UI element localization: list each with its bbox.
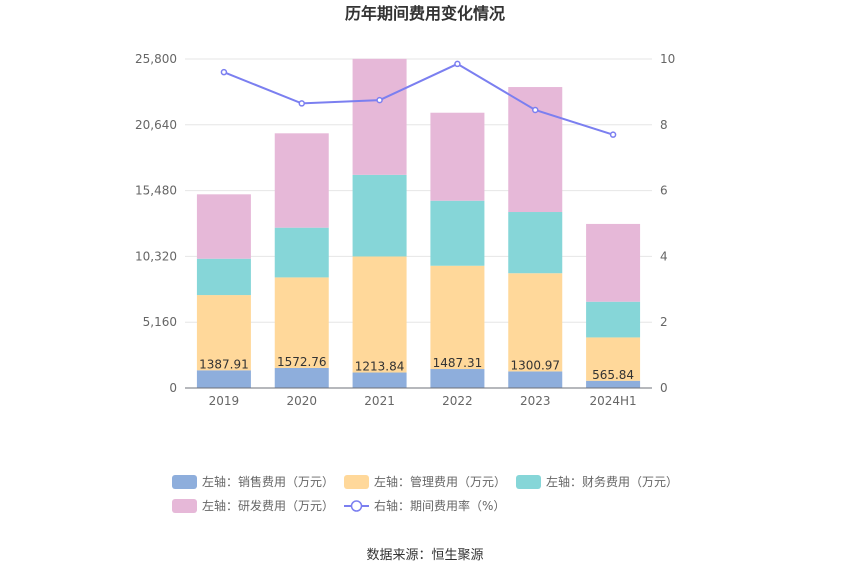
- rate-line-path: [223, 62, 614, 136]
- rate-line-point: [220, 68, 228, 76]
- right-axis-tick-label: 4: [660, 249, 668, 263]
- bar-segment-1: [196, 370, 251, 388]
- rate-line: [220, 60, 617, 138]
- bar-segment-3: [352, 174, 407, 257]
- right-axis-tick-label: 0: [660, 381, 668, 395]
- bar-segment-2: [352, 256, 407, 373]
- grid: [185, 58, 652, 323]
- bar-segment-2: [274, 277, 329, 368]
- bar-segment-1: [508, 371, 563, 388]
- right-axis-tick-label: 2: [660, 315, 668, 329]
- legend-swatch: [516, 475, 541, 489]
- left-axis-tick-label: 15,480: [135, 184, 177, 198]
- legend-swatch: [172, 499, 197, 513]
- x-axis-tick-label: 2020: [286, 394, 317, 408]
- bar-segment-3: [508, 212, 563, 274]
- sales-data-label: 1387.91: [199, 357, 249, 371]
- sales-data-label: 1300.97: [510, 358, 560, 372]
- left-axis-tick-label: 25,800: [135, 52, 177, 66]
- axes: 0 0 5,160 2 10,320 4 15,480 6 20,640 8 25,800 10 201…: [135, 52, 675, 408]
- bar-segment-1: [352, 372, 407, 388]
- bar-segment-2: [196, 295, 251, 371]
- chart-title: 历年期间费用变化情况: [345, 4, 505, 23]
- bar-segment-4: [196, 194, 251, 259]
- sales-data-label: 1487.31: [433, 356, 483, 370]
- legend-label: 左轴：财务费用（万元）: [546, 474, 678, 489]
- bar-segment-3: [586, 301, 641, 338]
- rate-line-point: [376, 96, 383, 104]
- bar-segment-3: [274, 227, 329, 278]
- legend-label: 左轴：销售费用（万元）: [202, 474, 334, 489]
- left-axis-tick-label: 10,320: [135, 249, 177, 263]
- legend-label: 左轴：管理费用（万元）: [374, 474, 506, 489]
- rate-line-point: [609, 131, 617, 138]
- bar-segment-3: [196, 258, 251, 296]
- sales-data-label: 565.84: [592, 368, 634, 382]
- x-axis-tick-label: 2024H1: [589, 394, 636, 408]
- bar-segment-3: [430, 200, 485, 266]
- bar-segment-2: [430, 265, 485, 370]
- bar-segment-4: [352, 58, 407, 175]
- sales-data-label: 1213.84: [355, 360, 405, 374]
- legend-swatch: [344, 475, 369, 489]
- right-axis-tick-label: 10: [660, 52, 675, 66]
- legend-swatch-marker: [350, 500, 363, 512]
- bar-segment-2: [586, 337, 641, 381]
- bar-segment-4: [274, 133, 329, 228]
- bar-segment-1: [430, 369, 485, 388]
- bar-segment-2: [508, 273, 563, 372]
- x-axis-tick-label: 2019: [209, 394, 240, 408]
- rate-line-point: [532, 106, 539, 114]
- x-axis-tick-label: 2023: [520, 394, 551, 408]
- bars: [196, 58, 641, 388]
- rate-line-point: [454, 60, 461, 68]
- legend: 左轴：销售费用（万元） 左轴：管理费用（万元） 左轴：财务费用（万元） 左轴：研发费用…: [172, 474, 678, 513]
- right-axis-tick-label: 8: [660, 118, 668, 132]
- bar-segment-4: [586, 223, 641, 302]
- legend-swatch: [172, 475, 197, 489]
- sales-data-label: 1572.76: [277, 355, 327, 369]
- bar-segment-4: [430, 112, 485, 201]
- data-labels: 1387.91 1572.76 1213.84 1487.31 1300.97 565.8…: [199, 355, 634, 382]
- bar-segment-1: [586, 380, 641, 388]
- legend-label: 右轴：期间费用率（%）: [374, 498, 505, 513]
- bar-segment-1: [274, 367, 329, 388]
- left-axis-tick-label: 0: [169, 381, 177, 395]
- left-axis-tick-label: 5,160: [143, 315, 177, 329]
- rate-line-point: [298, 100, 305, 107]
- right-axis-tick-label: 6: [660, 184, 668, 198]
- legend-label: 左轴：研发费用（万元）: [202, 498, 334, 513]
- source-note: 数据来源：恒生聚源: [366, 548, 483, 563]
- bar-segment-4: [508, 87, 563, 213]
- x-axis-tick-label: 2021: [364, 394, 395, 408]
- left-axis-tick-label: 20,640: [135, 118, 177, 132]
- x-axis-tick-label: 2022: [442, 394, 473, 408]
